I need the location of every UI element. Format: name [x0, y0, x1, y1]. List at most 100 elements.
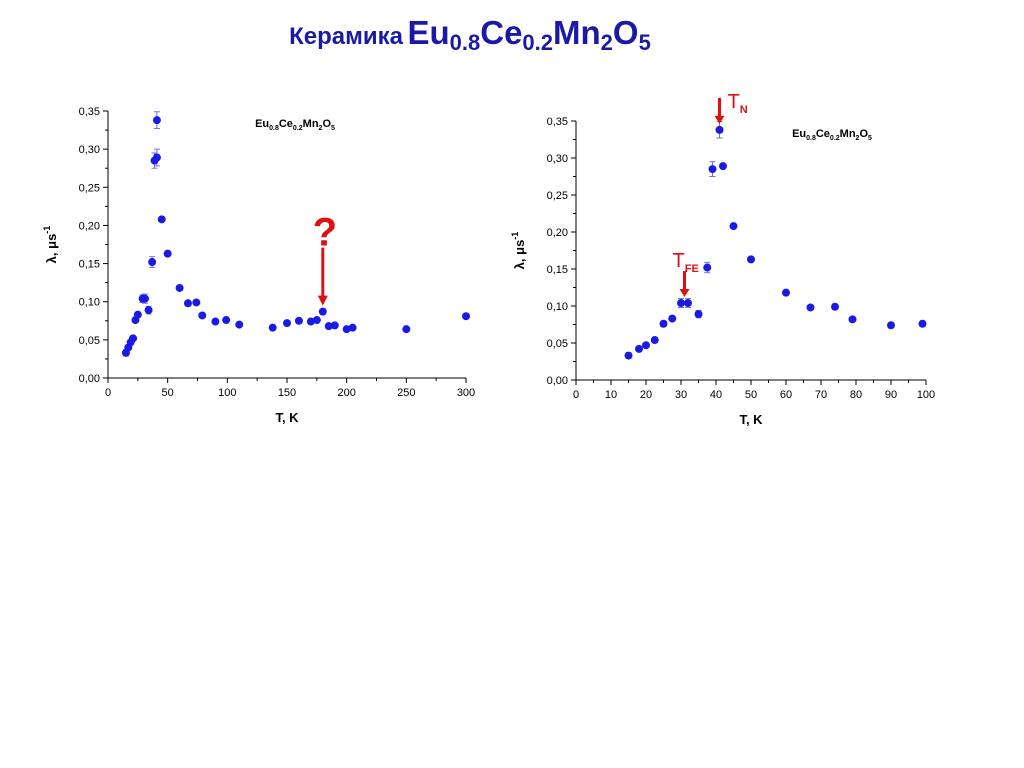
- data-point: [650, 336, 659, 345]
- y-tick-label: 0,20: [547, 227, 568, 239]
- x-tick-label: 40: [710, 389, 722, 401]
- x-tick-label: 90: [885, 389, 897, 401]
- data-point: [694, 310, 703, 319]
- annotation-arrowhead: [317, 295, 328, 306]
- x-tick-label: 0: [105, 387, 111, 399]
- data-point: [222, 316, 231, 325]
- x-tick-label: 0: [573, 389, 579, 401]
- y-tick-label: 0,00: [547, 375, 568, 387]
- y-tick-label: 0,00: [79, 373, 100, 385]
- data-point: [198, 311, 207, 320]
- chart-panel-wide: 0,00 0,05 0,10 0,15 0,20 0,25 0,30 0,35 0 50 100 15…: [42, 106, 475, 425]
- data-point: [708, 165, 717, 174]
- data-point: [175, 283, 184, 292]
- data-point: [677, 299, 685, 308]
- data-point: [348, 323, 357, 332]
- y-tick-label: 0,10: [547, 301, 568, 313]
- x-tick-label: 10: [605, 389, 617, 401]
- y-tick-label: 0,30: [79, 144, 100, 156]
- data-point: [806, 303, 815, 312]
- data-point: [152, 153, 161, 162]
- data-point: [283, 319, 291, 328]
- data-point: [887, 321, 895, 330]
- formula-sub: 2: [600, 30, 613, 55]
- x-tick-label: 30: [675, 389, 687, 401]
- data-point: [268, 323, 277, 332]
- legend-formula: Eu0.8Ce0.2Mn2O5: [255, 118, 335, 132]
- legend-formula: Eu0.8Ce0.2Mn2O5: [792, 128, 872, 142]
- y-tick-label: 0,15: [79, 259, 100, 271]
- y-tick-label: 0,10: [79, 297, 100, 309]
- data-point: [133, 310, 142, 319]
- data-point: [192, 298, 201, 307]
- data-point: [668, 314, 677, 323]
- x-tick-label: 150: [278, 387, 296, 399]
- y-axis-label: λ, μs-1: [510, 232, 527, 270]
- x-tick-label: 200: [337, 387, 355, 399]
- y-tick-label: 0,35: [79, 106, 100, 118]
- slide-title-lead: Керамика: [289, 23, 404, 50]
- data-point: [148, 258, 157, 267]
- x-tick-label: 300: [457, 387, 475, 399]
- data-point: [782, 288, 790, 297]
- x-tick-label: 60: [780, 389, 792, 401]
- y-tick-label: 0,15: [547, 264, 568, 276]
- data-point: [129, 334, 138, 343]
- data-point: [140, 294, 149, 303]
- data-point: [211, 317, 220, 326]
- formula-part: Mn: [553, 14, 601, 51]
- data-point: [635, 344, 643, 353]
- x-axis-label: T, K: [739, 412, 763, 427]
- formula-part: O: [612, 14, 639, 51]
- data-point: [144, 306, 153, 315]
- y-tick-label: 0,20: [79, 220, 100, 232]
- tfe-annotation: TFE: [673, 250, 699, 275]
- y-tick-label: 0,25: [547, 190, 568, 202]
- data-point: [747, 255, 755, 264]
- data-point: [848, 315, 857, 324]
- data-point: [703, 263, 712, 272]
- slide-title: Керамика Eu0.8Ce0.2Mn2O5: [0, 14, 940, 54]
- y-tick-label: 0,35: [547, 116, 568, 128]
- data-point: [659, 319, 668, 328]
- x-tick-label: 50: [745, 389, 757, 401]
- formula-sub: 0.2: [522, 30, 554, 55]
- data-point: [152, 116, 161, 125]
- y-tick-label: 0,05: [79, 335, 100, 347]
- data-point: [462, 312, 470, 321]
- x-tick-label: 80: [850, 389, 862, 401]
- x-tick-label: 100: [218, 387, 236, 399]
- question-mark-annotation: ?: [313, 211, 337, 255]
- data-point: [918, 319, 927, 328]
- slide-title-formula: Eu0.8Ce0.2Mn2O5: [407, 14, 650, 54]
- data-point: [294, 316, 303, 325]
- data-point: [235, 320, 244, 329]
- x-tick-label: 250: [397, 387, 415, 399]
- data-point: [402, 325, 411, 334]
- data-point: [183, 299, 192, 308]
- data-point: [715, 125, 724, 134]
- data-point: [157, 215, 166, 224]
- y-tick-label: 0,30: [547, 153, 568, 165]
- x-tick-label: 50: [162, 387, 174, 399]
- data-point: [318, 307, 327, 316]
- data-point: [324, 322, 333, 331]
- data-point: [729, 222, 738, 231]
- chart-panel-zoom: 0,00 0,05 0,10 0,15 0,20 0,25 0,30 0,35 0 10 20 30 4…: [510, 91, 935, 427]
- data-point: [642, 341, 650, 350]
- annotation-arrowhead: [679, 289, 690, 298]
- data-point: [719, 162, 727, 171]
- y-tick-label: 0,05: [547, 338, 568, 350]
- y-axis-label: λ, μs-1: [42, 226, 59, 264]
- x-tick-label: 70: [815, 389, 827, 401]
- formula-part: Eu: [407, 14, 450, 51]
- formula-part: Ce: [480, 14, 523, 51]
- x-tick-label: 100: [917, 389, 935, 401]
- y-tick-label: 0,25: [79, 182, 100, 194]
- tn-annotation: TN: [728, 91, 748, 116]
- data-point: [163, 249, 172, 258]
- x-tick-label: 20: [640, 389, 652, 401]
- annotation-arrowhead: [714, 115, 725, 124]
- formula-sub: 0.8: [449, 30, 481, 55]
